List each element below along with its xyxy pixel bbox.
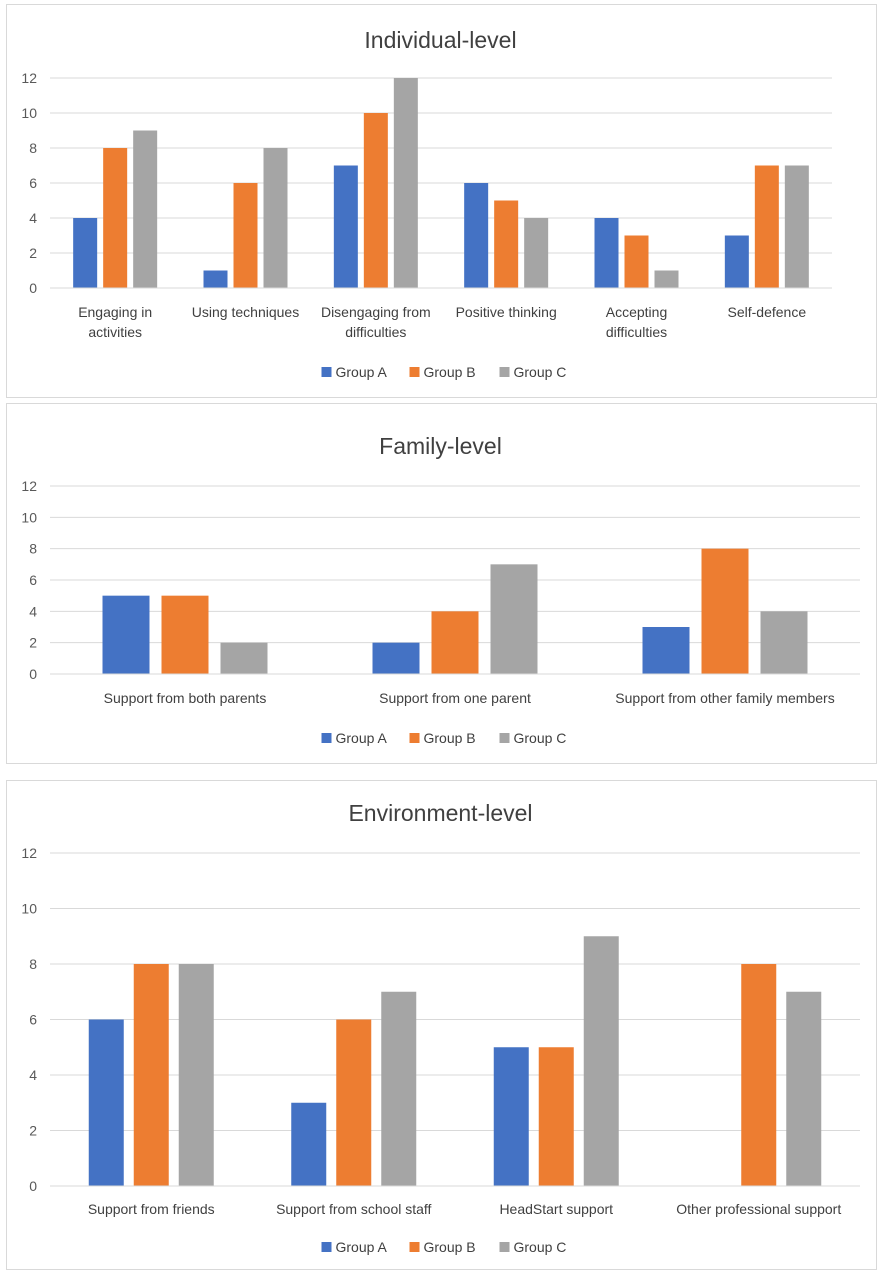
y-tick-label-12: 12	[21, 70, 37, 86]
bar-group-b-support-from-friends	[133, 964, 169, 1186]
bar-group-c-support-from-friends	[178, 964, 214, 1186]
legend-swatch-group-a	[321, 733, 332, 743]
legend-swatch-group-c	[499, 733, 510, 743]
bar-group-a-support-from-one-parent	[372, 642, 420, 674]
category-label-other-professional-support: Other professional support	[676, 1201, 841, 1217]
bar-group-c-using-techniques	[263, 148, 288, 288]
bar-group-a-support-from-school-staff	[291, 1102, 327, 1186]
bar-group-b-headstart-support	[538, 1047, 574, 1186]
category-label-engaging-in-activities: Engaging in activities	[78, 304, 152, 340]
category-label-support-from-both-parents: Support from both parents	[104, 690, 267, 706]
bar-group-c-support-from-one-parent	[490, 564, 538, 674]
y-tick-label-8: 8	[29, 541, 37, 557]
y-tick-label-2: 2	[29, 635, 37, 651]
legend-label-group-a: Group A	[336, 364, 388, 380]
category-label-headstart-support: HeadStart support	[499, 1201, 613, 1217]
bar-group-c-other-professional-support	[786, 991, 822, 1186]
legend-label-group-c: Group C	[514, 730, 567, 746]
bar-group-a-accepting-difficulties	[594, 218, 619, 288]
legend-label-group-b: Group B	[424, 364, 476, 380]
legend-swatch-group-b	[409, 1242, 420, 1252]
y-tick-label-8: 8	[29, 956, 37, 972]
y-tick-label-4: 4	[29, 210, 37, 226]
bar-group-c-accepting-difficulties	[654, 270, 679, 288]
legend-swatch-group-c	[499, 367, 510, 377]
bar-group-a-self-defence	[724, 235, 749, 288]
legend-swatch-group-a	[321, 367, 332, 377]
y-tick-label-8: 8	[29, 140, 37, 156]
bar-group-c-support-from-school-staff	[381, 991, 417, 1186]
bar-group-c-support-from-other-family-members	[760, 611, 808, 674]
bar-group-a-support-from-both-parents	[102, 595, 150, 674]
category-label-positive-thinking: Positive thinking	[456, 304, 557, 320]
bar-group-a-using-techniques	[203, 270, 228, 288]
bar-group-c-support-from-both-parents	[220, 642, 268, 674]
bar-group-b-positive-thinking	[494, 200, 519, 288]
legend-swatch-group-a	[321, 1242, 332, 1252]
category-label-support-from-one-parent: Support from one parent	[379, 690, 531, 706]
bar-group-c-headstart-support	[583, 936, 619, 1186]
bar-group-a-support-from-friends	[88, 1019, 124, 1186]
chart-title: Family-level	[379, 433, 502, 459]
category-label-support-from-school-staff: Support from school staff	[276, 1201, 431, 1217]
y-tick-label-10: 10	[21, 509, 37, 525]
legend-swatch-group-c	[499, 1242, 510, 1252]
bar-group-b-disengaging-from-difficulties	[363, 113, 388, 288]
bar-group-b-self-defence	[754, 165, 779, 288]
y-tick-label-2: 2	[29, 1123, 37, 1139]
environment-level-chart: Environment-level 0 2 4 6 8 10 12 Support from f…	[6, 780, 877, 1270]
bar-group-c-self-defence	[784, 165, 809, 288]
legend-label-group-a: Group A	[336, 1239, 388, 1255]
y-tick-label-12: 12	[21, 478, 37, 494]
bar-group-b-using-techniques	[233, 183, 258, 288]
bar-group-a-support-from-other-family-members	[642, 627, 690, 674]
y-tick-label-6: 6	[29, 175, 37, 191]
bar-group-c-positive-thinking	[524, 218, 549, 288]
legend-label-group-b: Group B	[424, 1239, 476, 1255]
family-level-chart: Family-level 0 2 4 6 8 10 12 Support from both p…	[6, 403, 877, 764]
y-tick-label-0: 0	[29, 280, 37, 296]
category-label-support-from-other-family-members: Support from other family members	[615, 690, 834, 706]
y-tick-label-4: 4	[29, 603, 37, 619]
y-tick-label-2: 2	[29, 245, 37, 261]
y-tick-label-0: 0	[29, 666, 37, 682]
legend-label-group-c: Group C	[514, 1239, 567, 1255]
bar-group-a-headstart-support	[493, 1047, 529, 1186]
y-tick-label-12: 12	[21, 845, 37, 861]
y-tick-label-10: 10	[21, 901, 37, 917]
legend-label-group-a: Group A	[336, 730, 388, 746]
individual-level-chart: Individual-level 0 2 4 6 8 10 12 Engaging in acti…	[6, 4, 877, 398]
category-label-using-techniques: Using techniques	[192, 304, 299, 320]
bar-group-b-other-professional-support	[741, 964, 777, 1186]
legend-swatch-group-b	[409, 367, 420, 377]
category-label-accepting-difficulties: Accepting difficulties	[606, 304, 667, 340]
bar-group-c-disengaging-from-difficulties	[393, 78, 418, 288]
bar-group-b-engaging-in-activities	[103, 148, 128, 288]
chart-title: Environment-level	[348, 800, 532, 826]
family-level-chart-svg: Family-level 0 2 4 6 8 10 12 Support from both p…	[21, 433, 860, 746]
y-tick-label-10: 10	[21, 105, 37, 121]
bar-group-b-accepting-difficulties	[624, 235, 649, 288]
category-label-self-defence: Self-defence	[728, 304, 807, 320]
y-tick-label-6: 6	[29, 1012, 37, 1028]
y-tick-label-0: 0	[29, 1178, 37, 1194]
individual-level-chart-svg: Individual-level 0 2 4 6 8 10 12 Engaging in acti…	[21, 27, 832, 380]
category-label-disengaging-from-difficulties: Disengaging from difficulties	[321, 304, 431, 340]
bar-group-a-disengaging-from-difficulties	[333, 165, 358, 288]
bar-group-a-positive-thinking	[464, 183, 489, 288]
bar-group-b-support-from-other-family-members	[701, 548, 749, 674]
bar-group-a-engaging-in-activities	[73, 218, 98, 288]
legend-label-group-c: Group C	[514, 364, 567, 380]
legend-swatch-group-b	[409, 733, 420, 743]
environment-level-chart-svg: Environment-level 0 2 4 6 8 10 12 Support from f…	[21, 800, 860, 1255]
bar-group-b-support-from-one-parent	[431, 611, 479, 674]
bar-group-b-support-from-school-staff	[336, 1019, 372, 1186]
bar-group-c-engaging-in-activities	[133, 130, 158, 288]
y-tick-label-6: 6	[29, 572, 37, 588]
chart-title: Individual-level	[364, 27, 516, 53]
y-tick-label-4: 4	[29, 1067, 37, 1083]
bar-group-b-support-from-both-parents	[161, 595, 209, 674]
legend-label-group-b: Group B	[424, 730, 476, 746]
category-label-support-from-friends: Support from friends	[88, 1201, 215, 1217]
